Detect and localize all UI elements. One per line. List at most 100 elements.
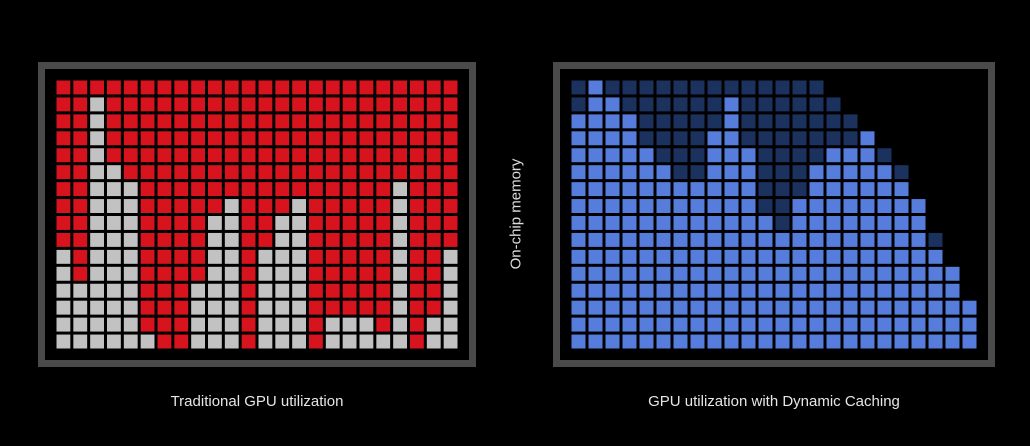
memory-cell-allocated <box>639 266 654 281</box>
memory-cell-unused <box>107 283 121 298</box>
memory-cell-unused <box>275 232 290 247</box>
memory-cell-used <box>359 182 374 197</box>
memory-cell-allocated <box>724 131 739 146</box>
memory-cell-used <box>140 80 155 95</box>
memory-cell-used <box>140 283 155 298</box>
memory-cell-unused <box>325 317 340 332</box>
memory-cell-allocated <box>826 216 841 230</box>
memory-cell-used <box>292 182 306 197</box>
memory-cell-used <box>56 131 71 146</box>
memory-cell-unused <box>393 182 407 197</box>
memory-cell-used <box>426 232 441 247</box>
memory-cell-allocated <box>860 131 875 146</box>
memory-cell-unused <box>325 334 340 349</box>
memory-cell-unused <box>123 182 138 197</box>
memory-cell-allocated <box>826 232 841 247</box>
memory-cell-used <box>325 300 340 315</box>
memory-cell-used <box>123 97 138 112</box>
memory-cell-used <box>443 114 458 129</box>
memory-cell-allocated <box>860 165 875 180</box>
memory-cell-used <box>426 249 441 264</box>
memory-cell-dimmed <box>690 80 705 95</box>
memory-cell-allocated <box>673 232 688 247</box>
memory-cell-used <box>426 165 441 180</box>
memory-cell-used <box>224 131 239 146</box>
memory-cell-used <box>241 80 256 95</box>
memory-cell-used <box>325 97 340 112</box>
memory-cell-unused <box>258 283 273 298</box>
memory-cell-allocated <box>809 300 824 315</box>
memory-cell-used <box>73 114 88 129</box>
memory-cell-used <box>258 232 273 247</box>
memory-cell-unused <box>90 114 104 129</box>
memory-cell-used <box>157 114 172 129</box>
memory-cell-used <box>123 165 138 180</box>
memory-cell-used <box>376 199 391 213</box>
memory-cell-used <box>174 148 189 163</box>
memory-cell-allocated <box>911 199 926 213</box>
memory-cell-used <box>393 80 407 95</box>
memory-cell-used <box>426 300 441 315</box>
memory-cell-used <box>56 199 71 213</box>
memory-cell-used <box>174 232 189 247</box>
memory-cell-dimmed <box>741 80 756 95</box>
memory-cell-used <box>56 182 71 197</box>
memory-cell-used <box>359 266 374 281</box>
memory-cell-allocated <box>945 334 960 349</box>
memory-cell-used <box>443 199 458 213</box>
memory-cell-used <box>410 266 424 281</box>
memory-cell-allocated <box>571 165 586 180</box>
memory-cell-unused <box>107 199 121 213</box>
memory-cell-allocated <box>622 182 637 197</box>
memory-cell-used <box>157 182 172 197</box>
memory-cell-used <box>325 80 340 95</box>
memory-cell-unused <box>123 216 138 230</box>
memory-cell-used <box>443 165 458 180</box>
memory-cell-used <box>241 216 256 230</box>
memory-cell-allocated <box>775 249 790 264</box>
memory-cell-used <box>157 131 172 146</box>
memory-cell-unused <box>107 165 121 180</box>
memory-cell-used <box>426 148 441 163</box>
memory-cell-unused <box>292 266 306 281</box>
memory-cell-used <box>376 232 391 247</box>
memory-cell-unused <box>90 232 104 247</box>
memory-cell-allocated <box>911 283 926 298</box>
memory-cell-allocated <box>809 266 824 281</box>
memory-cell-allocated <box>928 266 943 281</box>
memory-cell-used <box>208 165 222 180</box>
memory-cell-allocated <box>588 232 603 247</box>
memory-cell-used <box>393 131 407 146</box>
memory-cell-used <box>157 334 172 349</box>
memory-cell-unused <box>342 317 357 332</box>
memory-cell-allocated <box>843 300 858 315</box>
memory-cell-used <box>359 300 374 315</box>
memory-cell-allocated <box>741 216 756 230</box>
memory-cell-allocated <box>792 266 807 281</box>
memory-cell-used <box>376 131 391 146</box>
memory-cell-unused <box>140 334 155 349</box>
memory-cell-dimmed <box>656 131 671 146</box>
memory-cell-allocated <box>571 283 586 298</box>
memory-cell-used <box>140 131 155 146</box>
memory-cell-used <box>258 165 273 180</box>
memory-cell-allocated <box>622 283 637 298</box>
memory-cell-used <box>309 216 323 230</box>
memory-cell-allocated <box>707 148 722 163</box>
memory-cell-unused <box>224 249 239 264</box>
memory-cell-allocated <box>928 334 943 349</box>
memory-cell-used <box>342 216 357 230</box>
memory-cell-unused <box>56 249 71 264</box>
memory-cell-allocated <box>741 148 756 163</box>
memory-cell-allocated <box>622 334 637 349</box>
memory-cell-used <box>56 80 71 95</box>
memory-cell-allocated <box>622 114 637 129</box>
memory-cell-used <box>309 199 323 213</box>
memory-cell-allocated <box>826 300 841 315</box>
memory-cell-allocated <box>588 317 603 332</box>
memory-cell-allocated <box>656 300 671 315</box>
memory-cell-used <box>342 283 357 298</box>
memory-cell-used <box>292 80 306 95</box>
memory-cell-allocated <box>588 131 603 146</box>
memory-cell-allocated <box>707 216 722 230</box>
